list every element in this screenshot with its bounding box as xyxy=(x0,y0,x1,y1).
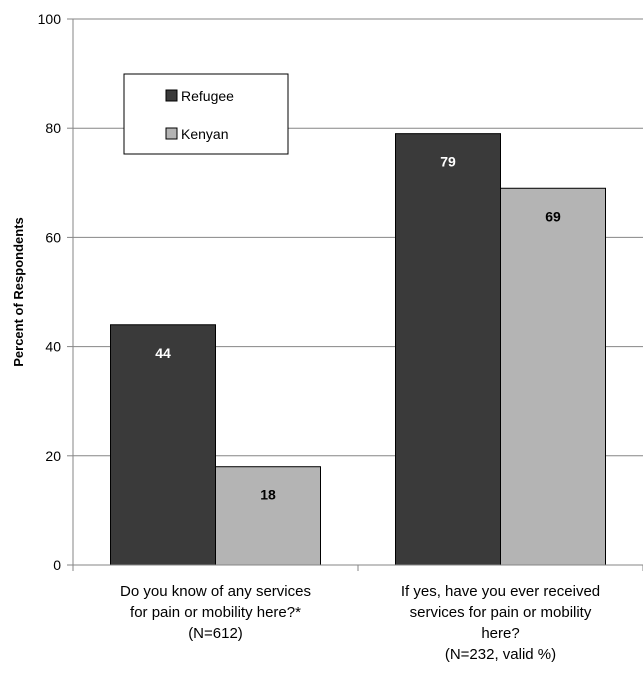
y-tick-label: 100 xyxy=(38,11,62,27)
bar-refugee xyxy=(110,324,216,566)
bar-kenyan xyxy=(500,187,606,566)
data-label: 44 xyxy=(155,345,171,361)
category-label: Do you know of any services xyxy=(120,583,311,600)
category-label: services for pain or mobility xyxy=(410,604,592,621)
category-label: If yes, have you ever received xyxy=(401,583,600,600)
bar-kenyan xyxy=(215,466,321,566)
data-label: 69 xyxy=(545,208,561,224)
category-label: (N=612) xyxy=(188,625,243,642)
y-tick-label: 40 xyxy=(45,339,61,355)
y-tick-label: 80 xyxy=(45,120,61,136)
legend: Refugee Kenyan xyxy=(123,73,289,155)
y-tick-label: 60 xyxy=(45,229,61,245)
y-tick-label: 20 xyxy=(45,448,61,464)
axes xyxy=(72,19,643,566)
legend-swatch xyxy=(165,89,178,102)
y-axis-title: Percent of Respondents xyxy=(11,217,26,367)
category-label: here? xyxy=(481,625,519,642)
bar-refugee xyxy=(395,133,501,566)
bars: 44 18 79 69 xyxy=(110,133,606,566)
category-label: for pain or mobility here?* xyxy=(130,604,301,621)
legend-label: Refugee xyxy=(181,88,234,104)
legend-box xyxy=(123,73,289,155)
category-labels: Do you know of any services for pain or m… xyxy=(120,583,600,663)
category-label: (N=232, valid %) xyxy=(445,646,556,663)
legend-label: Kenyan xyxy=(181,126,228,142)
data-label: 79 xyxy=(440,154,456,170)
data-label: 18 xyxy=(260,487,276,503)
y-tick-label: 0 xyxy=(53,557,61,573)
legend-swatch xyxy=(165,127,178,140)
y-tick-labels: 0 20 40 60 80 100 xyxy=(38,11,62,573)
